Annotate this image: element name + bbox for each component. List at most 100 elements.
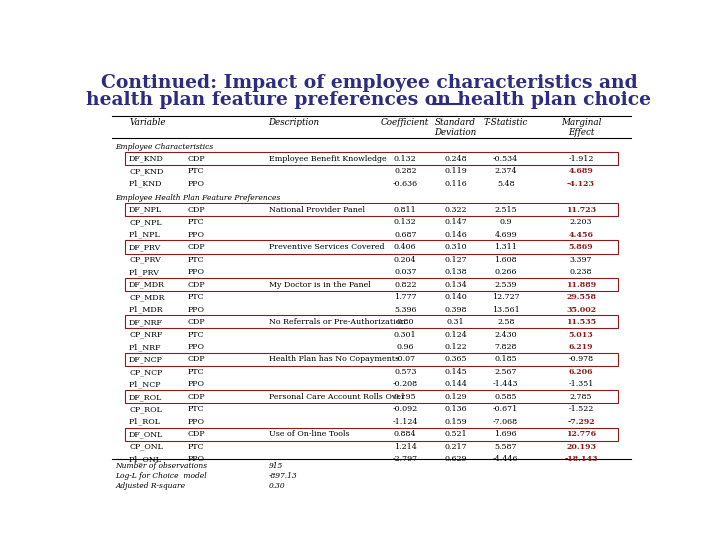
Text: CP_ONL: CP_ONL	[129, 443, 163, 451]
Text: 4.689: 4.689	[569, 167, 593, 175]
Text: CDP: CDP	[188, 393, 205, 401]
Text: My Doctor is in the Panel: My Doctor is in the Panel	[269, 281, 370, 289]
Text: -0.092: -0.092	[392, 406, 418, 414]
Text: -4.123: -4.123	[567, 180, 595, 187]
Text: DF_ROL: DF_ROL	[129, 393, 163, 401]
Text: 35.002: 35.002	[566, 306, 596, 314]
Text: CDP: CDP	[188, 206, 205, 214]
Text: -1.443: -1.443	[493, 381, 518, 388]
Text: 0.138: 0.138	[444, 268, 467, 276]
Text: National Provider Panel: National Provider Panel	[269, 206, 364, 214]
Text: 7.828: 7.828	[495, 343, 517, 351]
Text: 0.31: 0.31	[446, 318, 464, 326]
Text: 0.204: 0.204	[394, 256, 417, 264]
Text: T-Statistic: T-Statistic	[484, 118, 528, 126]
Text: CDP: CDP	[188, 318, 205, 326]
Text: P1_KND: P1_KND	[129, 180, 163, 187]
Text: 0.30: 0.30	[269, 482, 285, 490]
Text: CP_PRV: CP_PRV	[129, 256, 161, 264]
Text: 2.785: 2.785	[570, 393, 593, 401]
Text: Coefficient: Coefficient	[381, 118, 429, 126]
Text: Standard
Deviation: Standard Deviation	[434, 118, 477, 137]
Text: 0.248: 0.248	[444, 154, 467, 163]
Text: 2.203: 2.203	[570, 218, 593, 226]
Text: PPO: PPO	[188, 231, 204, 239]
Text: 0.884: 0.884	[394, 430, 417, 438]
Text: Personal Care Account Rolls Over: Personal Care Account Rolls Over	[269, 393, 405, 401]
Text: 0.185: 0.185	[495, 355, 517, 363]
Text: -0.208: -0.208	[392, 381, 418, 388]
Text: PTC: PTC	[188, 406, 204, 414]
Text: CP_KND: CP_KND	[129, 167, 163, 175]
Text: 5.013: 5.013	[569, 330, 593, 339]
Text: CP_NPL: CP_NPL	[129, 218, 162, 226]
Text: P1_MDR: P1_MDR	[129, 306, 163, 314]
Text: -2.797: -2.797	[392, 455, 418, 463]
Text: -1.912: -1.912	[568, 154, 594, 163]
Text: Employee Characteristics: Employee Characteristics	[115, 143, 213, 151]
Text: -0.978: -0.978	[569, 355, 593, 363]
Text: 2.374: 2.374	[495, 167, 517, 175]
Text: -897.13: -897.13	[269, 472, 297, 480]
Text: -0.534: -0.534	[493, 154, 518, 163]
Text: 0.365: 0.365	[444, 355, 467, 363]
Text: Log-L for Choice  model: Log-L for Choice model	[115, 472, 207, 480]
Text: Employee Health Plan Feature Preferences: Employee Health Plan Feature Preferences	[115, 194, 281, 202]
Text: 0.159: 0.159	[444, 418, 467, 426]
Text: 0.144: 0.144	[444, 381, 467, 388]
Text: 1.608: 1.608	[495, 256, 517, 264]
Text: CP_NCP: CP_NCP	[129, 368, 163, 376]
Text: CDP: CDP	[188, 243, 205, 251]
Text: CDP: CDP	[188, 355, 205, 363]
Text: 0.266: 0.266	[495, 268, 517, 276]
Text: 2.515: 2.515	[495, 206, 517, 214]
Text: 2.567: 2.567	[495, 368, 517, 376]
Text: PPO: PPO	[188, 343, 204, 351]
Text: 20.193: 20.193	[566, 443, 596, 451]
Text: P1_PRV: P1_PRV	[129, 268, 160, 276]
Text: 0.127: 0.127	[444, 256, 467, 264]
Text: 0.96: 0.96	[397, 343, 414, 351]
Text: 0.136: 0.136	[444, 406, 467, 414]
Text: Use of On-line Tools: Use of On-line Tools	[269, 430, 349, 438]
Text: P1_NRF: P1_NRF	[129, 343, 161, 351]
Text: PPO: PPO	[188, 268, 204, 276]
Text: -7.292: -7.292	[567, 418, 595, 426]
Text: PPO: PPO	[188, 180, 204, 187]
Text: 0.140: 0.140	[444, 293, 467, 301]
Text: 6.219: 6.219	[569, 343, 593, 351]
Text: PTC: PTC	[188, 443, 204, 451]
Text: -0.671: -0.671	[493, 406, 518, 414]
Text: PTC: PTC	[188, 167, 204, 175]
Text: 11.889: 11.889	[566, 281, 596, 289]
Text: 3.397: 3.397	[570, 256, 593, 264]
Text: 915: 915	[269, 462, 283, 469]
Text: 0.134: 0.134	[444, 281, 467, 289]
Text: 0.9: 0.9	[500, 218, 512, 226]
Text: 0.145: 0.145	[444, 368, 467, 376]
Text: CDP: CDP	[188, 430, 205, 438]
Text: 0.238: 0.238	[570, 268, 593, 276]
Text: 0.122: 0.122	[444, 343, 467, 351]
Text: 5.587: 5.587	[495, 443, 517, 451]
Text: 0.129: 0.129	[444, 393, 467, 401]
Text: DF_KND: DF_KND	[129, 154, 164, 163]
Text: 0.037: 0.037	[394, 268, 416, 276]
Text: 13.561: 13.561	[492, 306, 520, 314]
Text: 0.217: 0.217	[444, 443, 467, 451]
Text: 12.727: 12.727	[492, 293, 520, 301]
Text: PTC: PTC	[188, 368, 204, 376]
Text: P1_ROL: P1_ROL	[129, 418, 161, 426]
Text: PPO: PPO	[188, 306, 204, 314]
Text: DF_NPL: DF_NPL	[129, 206, 162, 214]
Text: 1.777: 1.777	[394, 293, 417, 301]
Text: DF_NCP: DF_NCP	[129, 355, 163, 363]
Text: 2.430: 2.430	[495, 330, 517, 339]
Text: health plan feature preferences on health plan choice: health plan feature preferences on healt…	[86, 91, 652, 109]
Text: DF_MDR: DF_MDR	[129, 281, 165, 289]
Text: CDP: CDP	[188, 154, 205, 163]
Text: 1.214: 1.214	[394, 443, 417, 451]
Text: 1.311: 1.311	[494, 243, 517, 251]
Text: 0.687: 0.687	[394, 231, 416, 239]
Text: CP_ROL: CP_ROL	[129, 406, 162, 414]
